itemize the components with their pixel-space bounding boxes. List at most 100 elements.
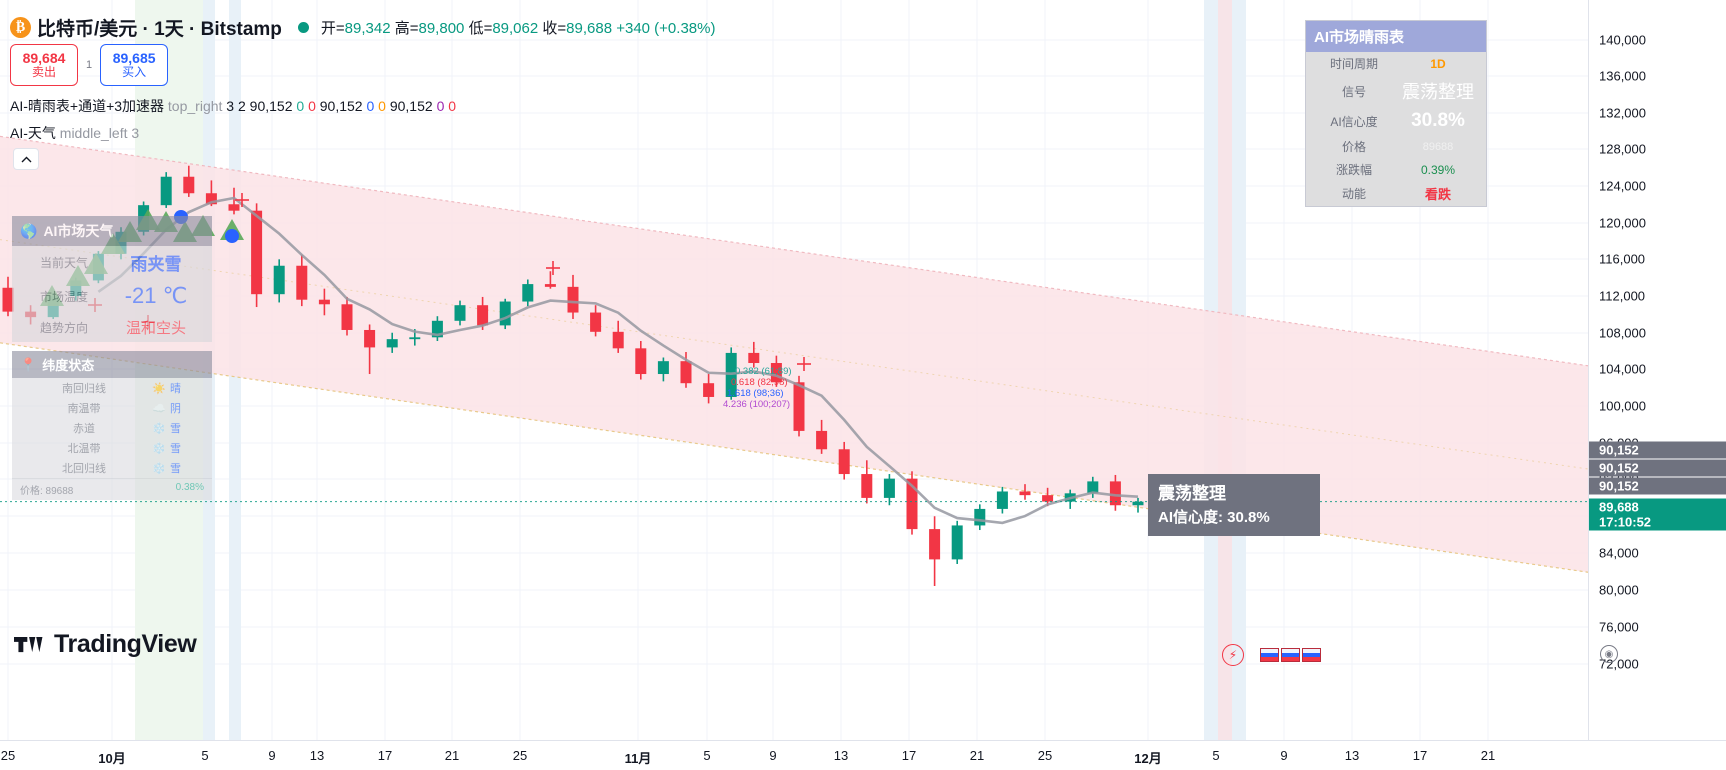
time-axis-tick: 17 xyxy=(377,748,393,763)
time-axis-tick: 25 xyxy=(0,748,16,763)
flag-markers[interactable] xyxy=(1260,648,1321,662)
study2-name: AI-天气 xyxy=(10,125,56,141)
price-axis-tick: 136,000 xyxy=(1599,68,1646,84)
weather-row-key: 趋势方向 xyxy=(39,321,88,335)
open-value: 89,342 xyxy=(344,20,391,37)
status-dot-icon xyxy=(297,22,309,33)
lightning-alert-icon[interactable]: ⚡ xyxy=(1222,644,1244,666)
price-axis-pill[interactable]: 17:10:52 xyxy=(1589,513,1726,531)
bitcoin-icon: ₿ xyxy=(10,17,31,38)
time-axis-tick: 5 xyxy=(703,748,711,763)
time-axis-tick: 12月 xyxy=(1134,751,1162,766)
sun-icon: ☀️ xyxy=(152,382,166,395)
price-axis-tick: 80,000 xyxy=(1599,582,1639,598)
ai-market-barometer-panel: AI市场晴雨表 时间周期 1D 信号 震荡整理 AI信心度 30.8% 价格 8… xyxy=(1305,20,1487,207)
buy-button[interactable]: 89,685 买入 xyxy=(100,44,169,86)
time-axis-tick: 13 xyxy=(1344,748,1360,763)
study1-args: 3 2 xyxy=(226,98,246,114)
time-axis-tick: 25 xyxy=(512,748,528,763)
latitude-row: 北回归线 ❄️ 雪 xyxy=(12,458,212,478)
flag-icon-2[interactable] xyxy=(1281,648,1300,662)
tooltip-signal: 震荡整理 xyxy=(1158,484,1226,503)
tradingview-wordmark: TradingView xyxy=(54,630,197,658)
price-axis-tick: 120,000 xyxy=(1599,215,1646,231)
barometer-title: AI市场晴雨表 xyxy=(1306,21,1486,52)
barometer-row-key: AI信心度 xyxy=(1330,114,1378,129)
time-axis-tick: 9 xyxy=(268,748,276,763)
latitude-row-value: 晴 xyxy=(170,383,181,395)
study1-zero-1b: 0 xyxy=(308,98,316,114)
ai-market-weather-panel: 🌎 AI市场天气 当前天气 雨夹雪 市场温度 -21 ℃ 趋势方向 温和空头 📍… xyxy=(12,216,212,500)
study1-zero-2a: 0 xyxy=(366,98,375,114)
latitude-row-value: 雪 xyxy=(170,443,181,455)
bid-ask-widget[interactable]: 89,684 卖出 1 89,685 买入 xyxy=(10,44,169,86)
latitude-panel-rows: 南回归线 ☀️ 晴 南温带 ☁️ 阴 赤道 ❄️ 雪 北温带 ❄️ 雪 北回归线… xyxy=(12,378,212,500)
symbol-title[interactable]: 比特币/美元 · 1天 · Bitstamp xyxy=(37,19,282,40)
chart-mini-toolbar[interactable]: ⚡ xyxy=(1222,644,1321,666)
price-axis-pill[interactable]: 89,688 xyxy=(1589,498,1726,516)
weather-row: 市场温度 -21 ℃ xyxy=(12,279,212,313)
collapse-legend-button[interactable] xyxy=(13,148,39,170)
high-label: 高= xyxy=(394,20,419,37)
ohlc-values: 开=89,342 高=89,800 低=89,062 收=89,688 +340… xyxy=(321,17,716,38)
sell-button[interactable]: 89,684 卖出 xyxy=(10,44,78,86)
latitude-footer-change: 0.38% xyxy=(175,482,204,493)
time-axis-tick: 21 xyxy=(444,748,460,763)
price-axis-tick: 116,000 xyxy=(1599,251,1646,267)
study1-zero-2b: 0 xyxy=(378,98,386,114)
buy-price: 89,685 xyxy=(112,50,156,67)
fibonacci-labels: 0.382 (61;89) 0.618 (82;98) 1.618 (98;36) 4… xyxy=(723,366,792,410)
tooltip-confidence: AI信心度: 30.8% xyxy=(1158,508,1270,526)
time-axis-tick: 21 xyxy=(969,748,985,763)
time-axis-tick: 17 xyxy=(901,748,917,763)
chevron-up-icon xyxy=(21,156,31,162)
flag-icon-3[interactable] xyxy=(1302,648,1321,662)
low-value: 89,062 xyxy=(492,20,539,37)
order-quantity[interactable]: 1 xyxy=(86,59,93,71)
barometer-row: 价格 89688 xyxy=(1306,135,1486,158)
study-legend-weather[interactable]: AI-天气 middle_left 3 xyxy=(10,123,139,143)
time-axis[interactable]: 25 10月 5 9 13 17 21 25 11月 5 9 13 17 21 25 12月 5 9 13 17 21 xyxy=(0,740,1726,770)
time-axis-tick: 13 xyxy=(309,748,325,763)
fib-label: 0.382 (61;89) xyxy=(735,366,792,377)
snow-icon: ❄️ xyxy=(152,422,166,435)
price-axis-tick: 128,000 xyxy=(1599,141,1646,157)
time-axis-tick: 5 xyxy=(1212,748,1220,763)
open-label: 开= xyxy=(320,20,345,37)
price-axis-pill[interactable]: 90,152 xyxy=(1589,477,1726,495)
fib-label: 0.618 (82;98) xyxy=(731,377,788,388)
price-axis-tick: 108,000 xyxy=(1599,325,1646,341)
flag-icon-1[interactable] xyxy=(1260,648,1279,662)
weather-row-key: 当前天气 xyxy=(39,256,88,270)
snow-icon: ❄️ xyxy=(152,462,166,475)
fib-label: 4.236 (100;207) xyxy=(723,399,791,410)
tradingview-mark-icon xyxy=(14,636,43,652)
price-axis-pill[interactable]: 90,152 xyxy=(1589,441,1726,459)
cloud-icon: ☁️ xyxy=(152,402,166,415)
signal-tooltip: 震荡整理 AI信心度: 30.8% xyxy=(1148,474,1320,537)
study-legend-barometer[interactable]: AI-晴雨表+通道+3加速器 top_right 3 2 90,152 0 0 … xyxy=(10,96,456,116)
time-axis-tick: 10月 xyxy=(98,751,126,766)
barometer-row-key: 动能 xyxy=(1341,187,1366,201)
buy-label: 买入 xyxy=(122,65,147,80)
barometer-row: 动能 看跌 xyxy=(1306,181,1486,206)
latitude-panel-title: 纬度状态 xyxy=(42,358,95,373)
weather-row-key: 市场温度 xyxy=(39,289,88,304)
price-axis-tick: 124,000 xyxy=(1599,178,1646,194)
barometer-row-value: 30.8% xyxy=(1411,110,1465,131)
auto-scale-icon[interactable]: ◉ xyxy=(1600,645,1618,663)
price-axis-pill[interactable]: 90,152 xyxy=(1589,459,1726,477)
price-axis[interactable]: 140,000 136,000 132,000 128,000 124,000 120,0… xyxy=(1588,0,1726,740)
latitude-footer: 价格: 89688 0.38% xyxy=(12,478,212,500)
price-axis-tick: 100,000 xyxy=(1599,398,1646,414)
time-axis-tick: 9 xyxy=(1280,748,1288,763)
weather-row: 当前天气 雨夹雪 xyxy=(12,246,212,279)
latitude-row-key: 赤道 xyxy=(73,423,95,435)
barometer-row-value: 89688 xyxy=(1422,140,1454,153)
fib-label: 1.618 (98;36) xyxy=(727,388,784,399)
study1-zero-3a: 0 xyxy=(436,98,445,114)
time-axis-tick: 9 xyxy=(769,748,777,763)
weather-panel-rows: 当前天气 雨夹雪 市场温度 -21 ℃ 趋势方向 温和空头 xyxy=(12,246,212,342)
low-label: 低= xyxy=(468,20,493,37)
